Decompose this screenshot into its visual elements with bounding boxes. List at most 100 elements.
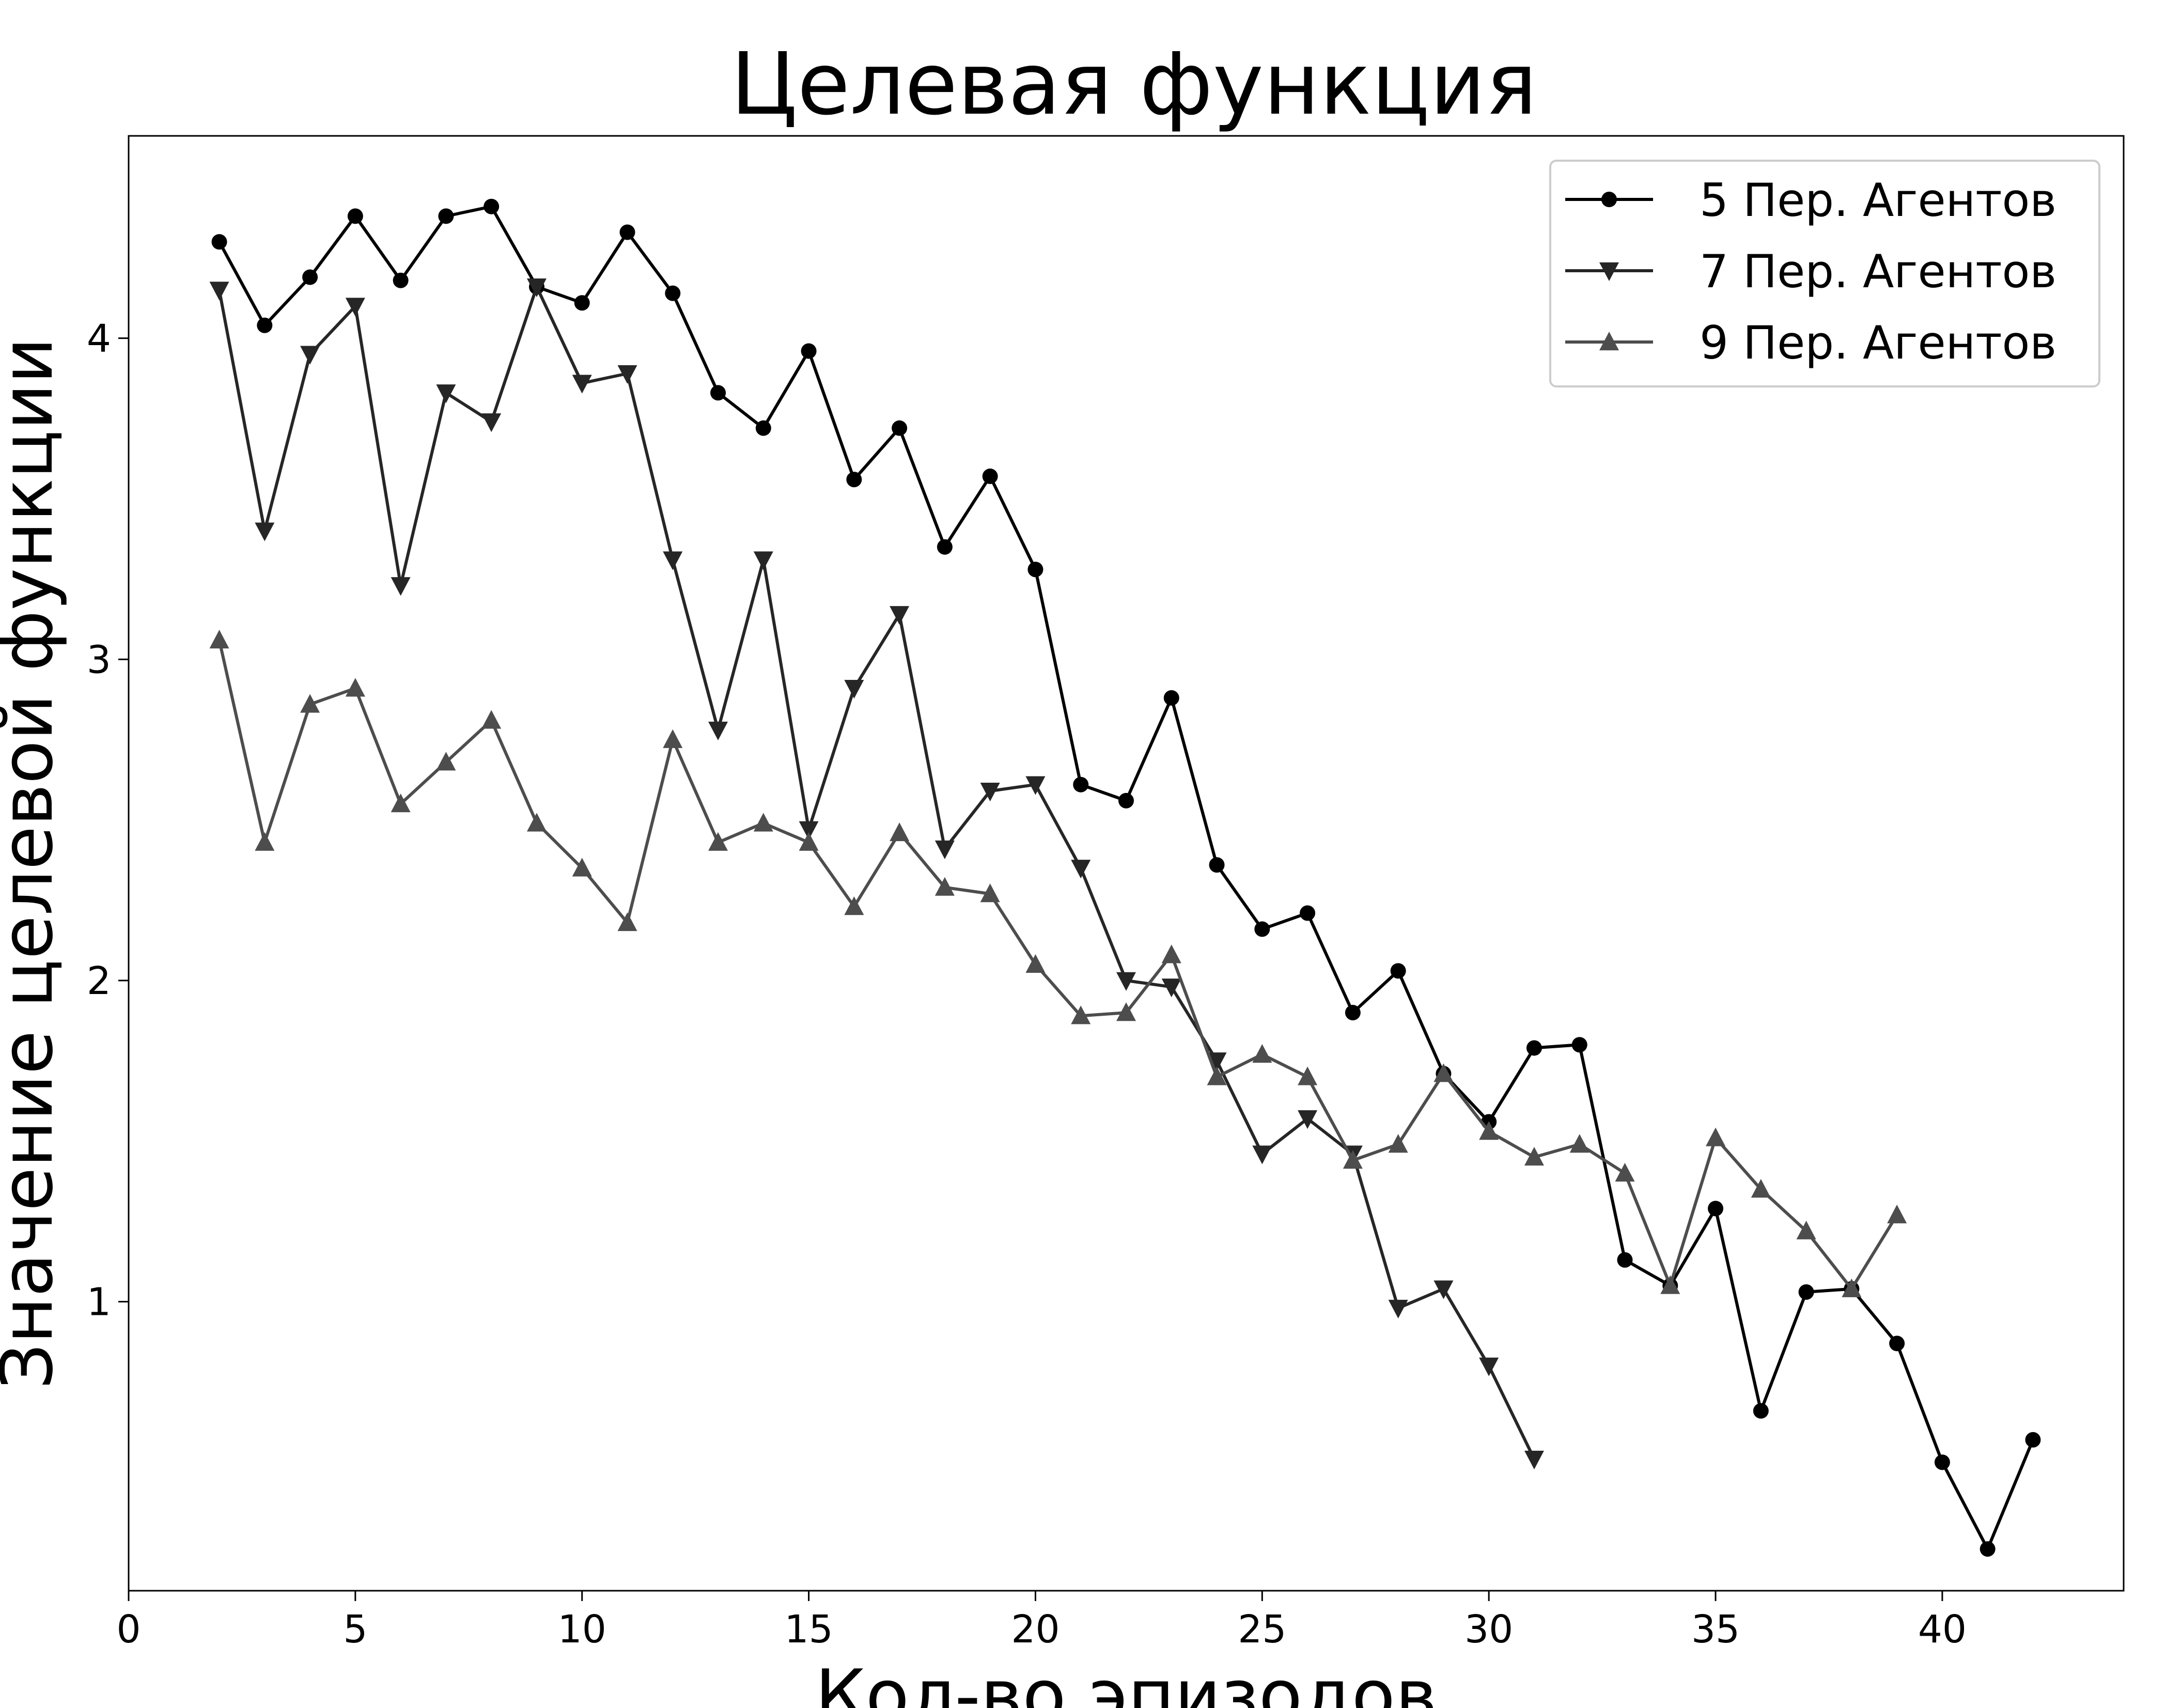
series-3: [209, 630, 1907, 1297]
data-point: [844, 680, 864, 699]
data-point: [799, 832, 819, 851]
data-point: [1934, 1454, 1950, 1470]
data-point: [1207, 1066, 1227, 1085]
data-point: [255, 522, 275, 541]
data-point: [1617, 1252, 1633, 1268]
data-point: [209, 282, 229, 301]
data-point: [1298, 1066, 1318, 1085]
data-point: [890, 606, 910, 625]
data-point: [1071, 1005, 1091, 1024]
data-point: [572, 375, 592, 394]
data-point: [617, 365, 637, 384]
series-line: [217, 285, 1536, 1460]
data-point: [1116, 972, 1136, 991]
data-point: [892, 420, 908, 436]
legend-marker: [1601, 192, 1617, 207]
x-tick-label: 10: [558, 1607, 606, 1652]
data-point: [436, 384, 456, 403]
data-point: [753, 551, 773, 570]
x-axis-title: Кол-во эпизодов: [815, 1654, 1438, 1708]
data-point: [1887, 1204, 1907, 1223]
data-point: [302, 269, 318, 285]
data-point: [934, 840, 955, 859]
data-point: [209, 630, 229, 649]
data-point: [937, 539, 953, 555]
data-point: [755, 420, 771, 436]
chart-title: Целевая функция: [730, 35, 1537, 134]
x-tick-label: 0: [116, 1607, 141, 1652]
data-point: [481, 413, 502, 432]
data-point: [1345, 1005, 1361, 1021]
data-point: [982, 468, 998, 484]
plot-area: [128, 135, 2125, 1592]
data-point: [1842, 1278, 1862, 1297]
data-point: [844, 896, 864, 915]
data-point: [1615, 1162, 1635, 1182]
data-point: [980, 782, 1000, 802]
data-point: [1796, 1220, 1816, 1239]
data-point: [1433, 1280, 1454, 1299]
data-point: [1479, 1121, 1499, 1140]
data-point: [980, 883, 1000, 903]
data-point: [619, 224, 635, 240]
data-point: [345, 678, 365, 697]
data-point: [211, 234, 227, 250]
data-point: [1118, 793, 1134, 809]
data-point: [1207, 1052, 1227, 1072]
data-point: [300, 694, 320, 713]
data-point: [1025, 776, 1046, 795]
data-point: [347, 208, 363, 224]
data-point: [1889, 1336, 1905, 1352]
data-point: [617, 912, 637, 931]
data-point: [1980, 1541, 1996, 1557]
data-point: [663, 551, 683, 570]
data-point: [799, 821, 819, 840]
data-point: [1073, 777, 1089, 793]
data-point: [345, 298, 365, 317]
data-point: [708, 721, 728, 740]
data-point: [1751, 1179, 1771, 1198]
data-point: [663, 729, 683, 748]
data-point: [934, 877, 955, 896]
data-point: [801, 343, 817, 359]
data-point: [1209, 857, 1225, 873]
x-tick-label: 40: [1918, 1607, 1967, 1652]
legend-item: 5 Пер. Агентов: [1565, 174, 2056, 227]
series-line: [217, 205, 2035, 1551]
data-point: [1161, 944, 1181, 964]
y-tick-label: 4: [87, 317, 111, 361]
legend-label: 5 Пер. Агентов: [1700, 174, 2056, 227]
data-point: [393, 272, 409, 288]
series-1: [211, 198, 2041, 1557]
series-line: [217, 640, 1898, 1291]
legend-label: 9 Пер. Агентов: [1700, 316, 2056, 369]
data-point: [572, 858, 592, 877]
data-point: [1753, 1403, 1769, 1419]
x-tick-label: 30: [1464, 1607, 1513, 1652]
data-point: [1027, 562, 1043, 578]
data-point: [846, 472, 862, 488]
y-axis-ticks: 1 2 3 4: [87, 317, 129, 1325]
legend-item: 7 Пер. Агентов: [1565, 245, 2056, 298]
legend-marker: [1599, 262, 1619, 281]
data-point: [436, 752, 456, 771]
series-layer: [209, 198, 2041, 1557]
data-point: [1524, 1146, 1544, 1166]
data-point: [1116, 1002, 1136, 1021]
data-point: [1300, 905, 1316, 921]
legend-item: 9 Пер. Агентов: [1565, 316, 2056, 369]
data-point: [2025, 1432, 2041, 1448]
y-axis-title: Значение целевой функции: [0, 337, 69, 1389]
data-point: [1343, 1150, 1363, 1169]
data-point: [1526, 1040, 1542, 1056]
x-tick-label: 20: [1011, 1607, 1059, 1652]
data-point: [1571, 1037, 1587, 1053]
data-point: [391, 577, 411, 596]
data-point: [1708, 1201, 1724, 1217]
data-point: [710, 385, 726, 401]
data-point: [1388, 1299, 1408, 1318]
data-point: [1025, 954, 1046, 973]
data-point: [753, 813, 773, 832]
data-point: [574, 295, 590, 311]
data-point: [1390, 963, 1406, 979]
